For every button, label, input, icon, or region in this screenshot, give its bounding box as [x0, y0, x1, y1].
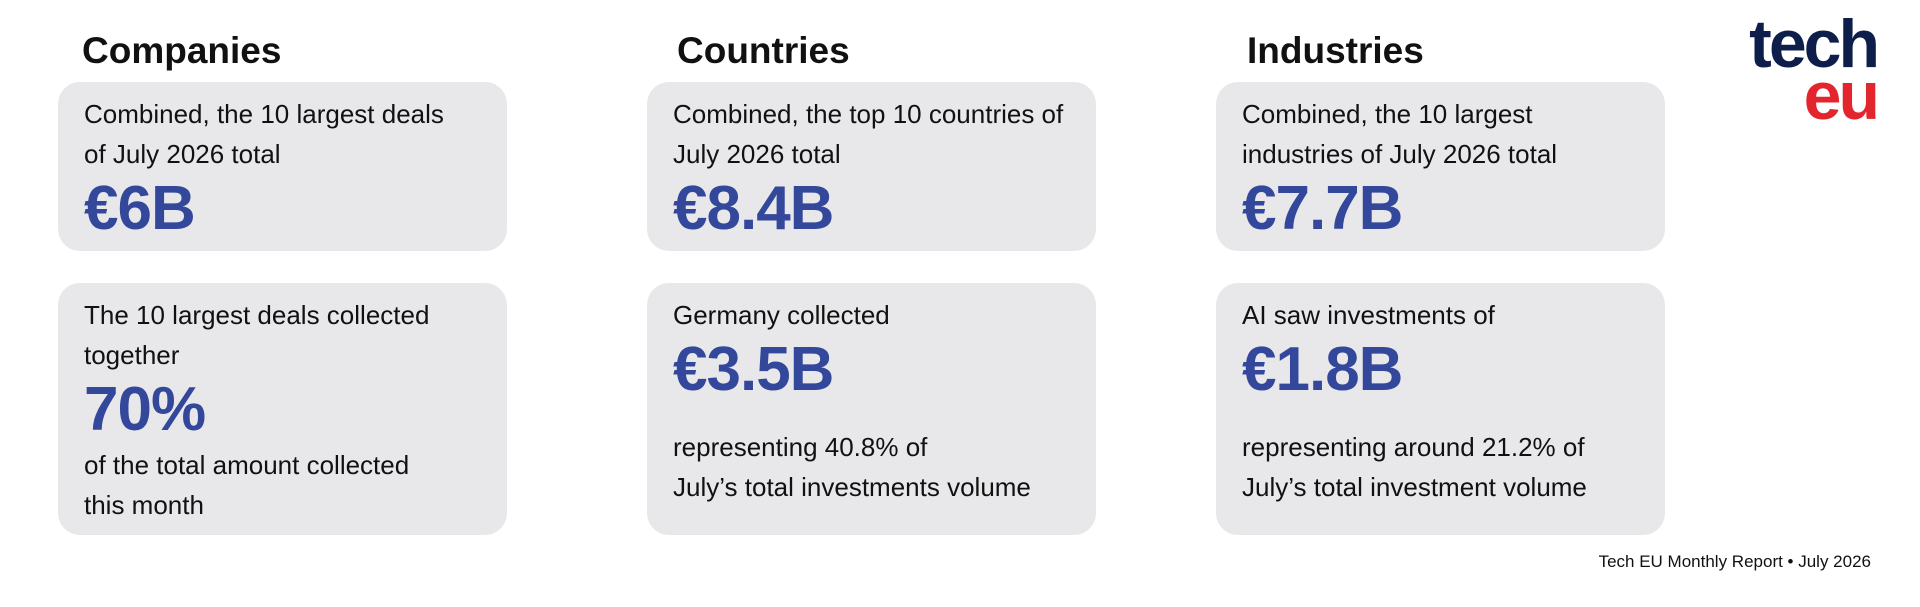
stat-value: €1.8B — [1242, 335, 1403, 404]
stat-card: The 10 largest deals collected together 70… — [58, 283, 507, 535]
card-text: Combined, the top 10 countries of — [673, 99, 1064, 129]
card-note: this month — [84, 490, 204, 520]
stat-card: AI saw investments of €1.8B representing a… — [1216, 283, 1665, 535]
stat-card: Combined, the top 10 countries of July 20… — [647, 82, 1096, 251]
stat-card: Germany collected €3.5B representing 40.8%… — [647, 283, 1096, 535]
card-note: of the total amount collected — [84, 450, 410, 480]
card-note: July’s total investment volume — [1242, 472, 1587, 502]
footer: Tech EU Monthly Report • July 2026 — [1598, 552, 1871, 571]
section-heading: Countries — [677, 30, 850, 71]
logo-top: tech — [1749, 6, 1880, 82]
card-text: of July 2026 total — [84, 139, 281, 169]
logo-bottom: eu — [1803, 58, 1880, 134]
section-heading: Industries — [1247, 30, 1424, 71]
card-text: industries of July 2026 total — [1242, 139, 1558, 169]
stat-value: €6B — [84, 174, 196, 243]
card-text: AI saw investments of — [1242, 300, 1495, 330]
stat-card: Combined, the 10 largest deals of July 20… — [58, 82, 507, 251]
section-heading: Companies — [82, 30, 282, 71]
card-text: Combined, the 10 largest deals — [84, 99, 444, 129]
stat-value: €3.5B — [673, 335, 834, 404]
card-text: together — [84, 340, 180, 370]
card-text: The 10 largest deals collected — [84, 300, 430, 330]
card-note: July’s total investments volume — [673, 472, 1031, 502]
stat-card: Combined, the 10 largest industries of Ju… — [1216, 82, 1665, 251]
stat-value: €8.4B — [673, 174, 834, 243]
logo: tech eu — [1745, 6, 1880, 134]
stat-value: 70% — [84, 375, 206, 444]
card-note: representing 40.8% of — [673, 432, 928, 462]
card-text: Combined, the 10 largest — [1242, 99, 1533, 129]
stat-value: €7.7B — [1242, 174, 1403, 243]
card-note: representing around 21.2% of — [1242, 432, 1585, 462]
card-text: July 2026 total — [673, 139, 841, 169]
card-text: Germany collected — [673, 300, 890, 330]
